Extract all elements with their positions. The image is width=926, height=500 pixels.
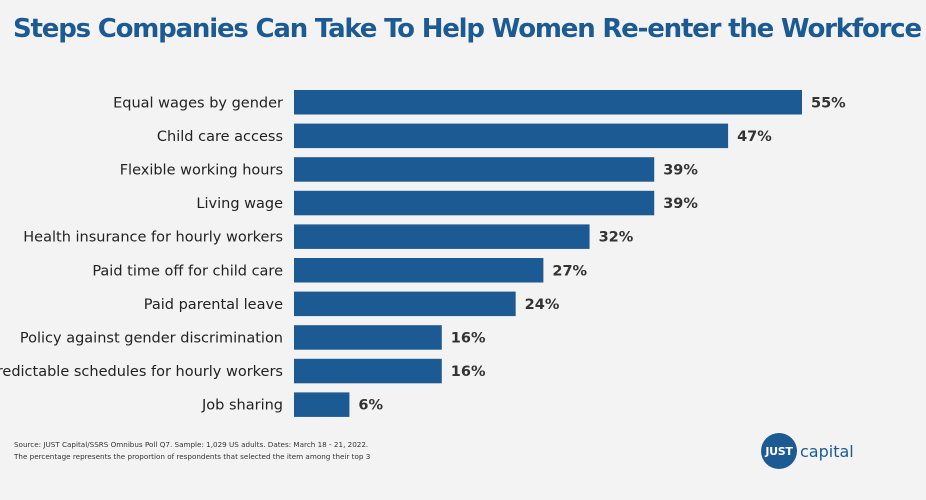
category-label: Paid time off for child care: [92, 263, 283, 279]
category-label: Health insurance for hourly workers: [23, 230, 283, 246]
category-label: Living wage: [196, 196, 283, 212]
bar-6: [294, 291, 516, 317]
bar-5: [294, 258, 544, 283]
value-label: 16%: [451, 364, 486, 380]
category-label: Predictable schedules for hourly workers: [0, 364, 283, 380]
methodology-footnote: The percentage represents the proportion…: [14, 452, 371, 461]
category-label: Equal wages by gender: [113, 95, 283, 111]
value-label: 6%: [358, 398, 383, 414]
bar-4: [294, 224, 590, 249]
value-label: 16%: [451, 330, 486, 346]
value-label: 39%: [663, 162, 698, 178]
bar-0: [294, 90, 802, 115]
category-label: Flexible working hours: [120, 162, 283, 178]
category-label: Job sharing: [201, 398, 283, 414]
logo-word: capital: [800, 441, 854, 461]
category-label: Paid parental leave: [144, 297, 283, 313]
bar-2: [294, 157, 655, 182]
bar-1: [294, 123, 729, 149]
logo-mark: JUST: [761, 433, 797, 469]
source-footnote: Source: JUST Capital/SSRS Omnibus Poll Q…: [14, 440, 369, 449]
value-label: 47%: [737, 129, 772, 145]
bar-3: [294, 190, 655, 216]
value-label: 27%: [552, 263, 587, 279]
chart-title: Steps Companies Can Take To Help Women R…: [13, 14, 922, 44]
value-label: 39%: [663, 196, 698, 212]
category-label: Child care access: [157, 129, 283, 145]
value-label: 32%: [599, 230, 634, 246]
just-capital-logo: JUST capital: [761, 433, 854, 469]
bar-8: [294, 358, 442, 384]
bar-chart: Equal wages by gender 55% Child care acces…: [0, 90, 846, 417]
bar-9: [294, 392, 350, 417]
category-label: Policy against gender discrimination: [20, 330, 283, 346]
value-label: 24%: [525, 297, 560, 313]
value-label: 55%: [811, 95, 846, 111]
bar-7: [294, 325, 442, 350]
